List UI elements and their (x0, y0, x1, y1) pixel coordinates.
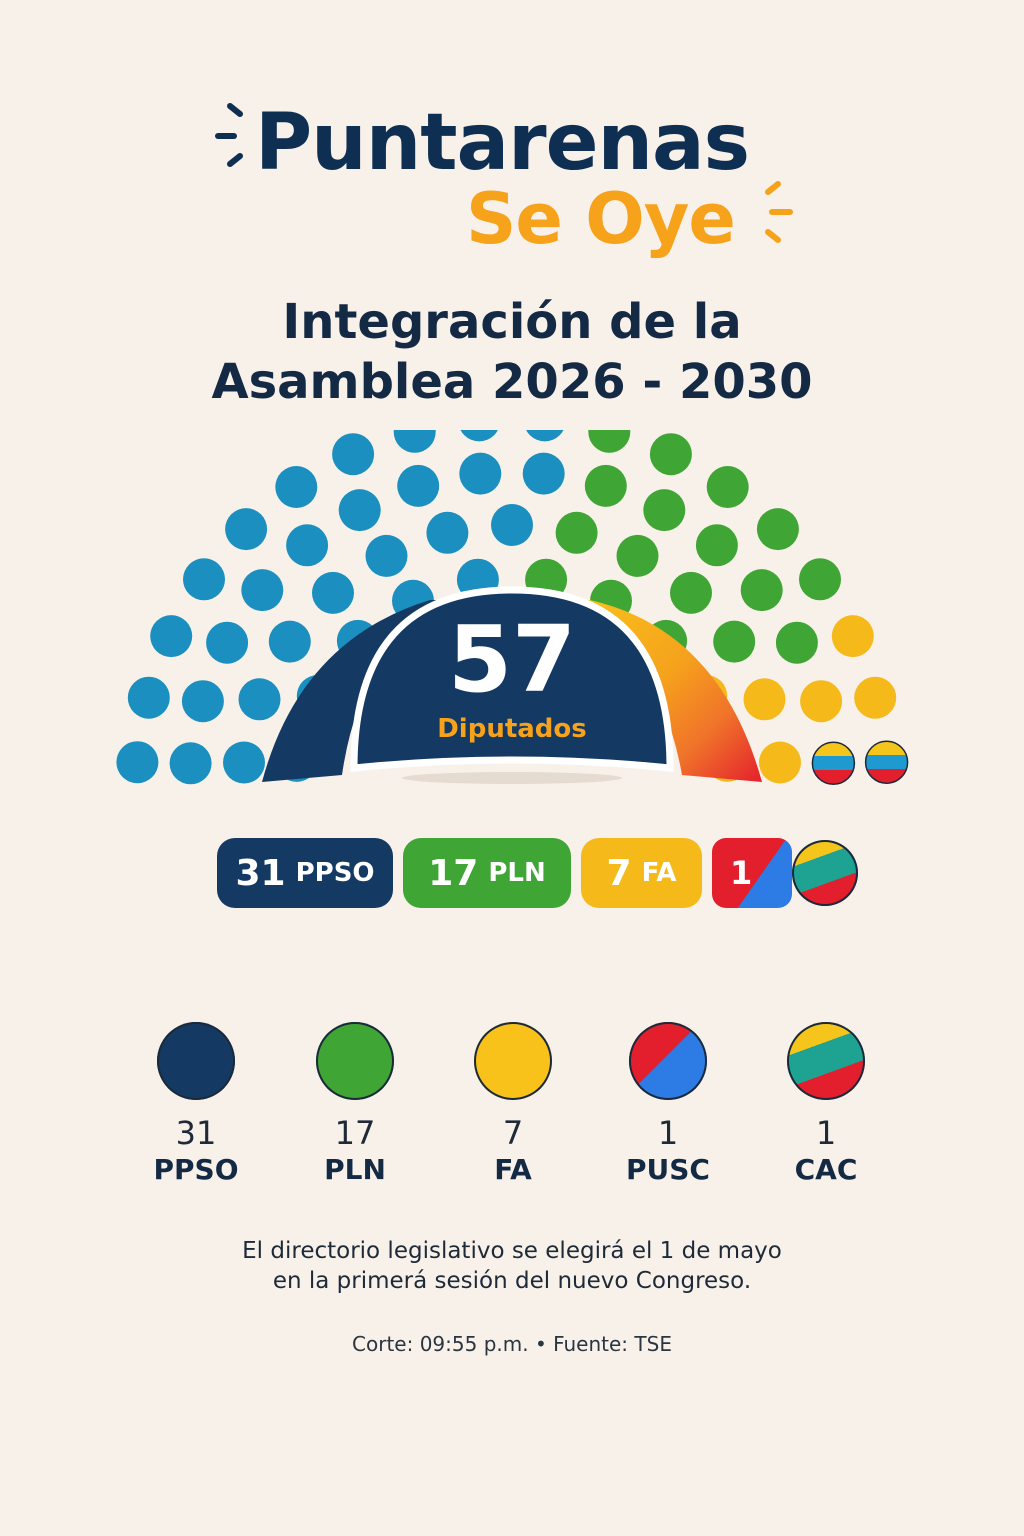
seat-ppso (183, 558, 225, 601)
pill-fa-count: 7 (606, 852, 632, 894)
seat-ppso (206, 621, 249, 664)
legend-item-fa: 7 FA (433, 1022, 593, 1188)
seat-fa (743, 678, 786, 721)
seat-pln (706, 466, 749, 508)
legend-party-ppso: PPSO (153, 1153, 239, 1186)
seat-pusc (811, 741, 856, 786)
pill-ppso-count: 31 (235, 852, 286, 894)
pill-pln-count: 17 (428, 852, 479, 894)
seat-pln (643, 489, 686, 532)
total-seats-label: Diputados (437, 714, 587, 744)
seat-pln (670, 571, 712, 614)
seat-pln (584, 464, 627, 507)
legend-dot-cac (787, 1022, 865, 1100)
seat-cac (864, 740, 909, 784)
seat-pln (775, 621, 818, 664)
seat-ppso (491, 504, 533, 546)
legend-party-pln: PLN (324, 1153, 386, 1186)
seat-ppso (393, 430, 436, 453)
parliament-chart (116, 430, 909, 786)
seat-pln (695, 524, 738, 567)
legend-party-cac: CAC (794, 1153, 858, 1186)
note-text: El directorio legislativo se elegirá el … (0, 1236, 1024, 1296)
seat-ppso (116, 741, 159, 784)
seat-pln (588, 430, 631, 453)
seat-pln (799, 558, 841, 601)
seat-fa (800, 680, 843, 723)
seat-fa (854, 676, 897, 719)
right-sound-rays-icon (765, 181, 793, 243)
seat-fa (831, 615, 874, 658)
pill-fa: 7 FA (581, 838, 702, 908)
seat-ppso (397, 464, 440, 507)
legend-item-ppso: 31 PPSO (116, 1022, 276, 1188)
legend-party-pusc: PUSC (626, 1153, 710, 1186)
pill-fa-label: FA (641, 858, 677, 888)
seat-pln (756, 508, 799, 551)
seat-ppso (460, 430, 498, 442)
seat-ppso (268, 620, 311, 663)
seat-ppso (238, 678, 281, 721)
note-line2: en la primerá sesión del nuevo Congreso. (272, 1268, 752, 1294)
center-dome (350, 586, 674, 772)
legend-item-pusc: 1 PUSC (588, 1022, 748, 1188)
seat-ppso (459, 452, 502, 495)
seat-ppso (338, 489, 381, 532)
seat-pln (740, 569, 783, 612)
seat-ppso (426, 511, 469, 554)
ppso-arc-band (262, 600, 445, 782)
legend-dot-ppso (157, 1022, 235, 1100)
legend-dot-pln (316, 1022, 394, 1100)
seat-ppso (150, 615, 193, 658)
pill-pln-label: PLN (488, 858, 546, 888)
dome-shadow (402, 772, 622, 784)
total-seats-number: 57 (447, 606, 577, 713)
seat-ppso (225, 508, 268, 551)
seat-ppso (127, 676, 170, 719)
legend-dot-pusc (629, 1022, 707, 1100)
seat-ppso (312, 571, 354, 614)
seat-ppso (286, 524, 329, 567)
brand-line2: Se Oye (466, 178, 736, 260)
seat-ppso (241, 569, 284, 612)
legend-count-cac: 1 (815, 1114, 837, 1152)
seat-pln (713, 620, 756, 663)
seat-pln (555, 511, 598, 554)
seat-ppso (275, 466, 318, 508)
legend-count-pln: 17 (334, 1114, 376, 1152)
pill-pusc-count: 1 (730, 854, 753, 892)
seat-pln (649, 433, 692, 476)
source-text: Corte: 09:55 p.m. • Fuente: TSE (352, 1332, 672, 1356)
legend-item-pln: 17 PLN (275, 1022, 435, 1188)
legend-item-cac: 1 CAC (746, 1022, 906, 1188)
pill-cac-badge (792, 840, 858, 906)
note-line1: El directorio legislativo se elegirá el … (242, 1238, 782, 1264)
pill-ppso-label: PPSO (295, 858, 375, 888)
seat-ppso (526, 430, 564, 442)
seat-pln (616, 534, 659, 577)
warm-arc-band (575, 600, 762, 782)
brand-logo: Puntarenas Se Oye (0, 90, 1024, 280)
left-sound-rays-icon (215, 103, 243, 167)
brand-line1: Puntarenas (255, 98, 750, 188)
legend-party-fa: FA (494, 1153, 532, 1186)
pill-pln: 17 PLN (403, 838, 571, 908)
legend-count-pusc: 1 (657, 1114, 679, 1152)
legend-dot-fa (474, 1022, 552, 1100)
seat-ppso (332, 433, 375, 476)
pill-pusc: 1 (712, 838, 792, 908)
title-line2: Asamblea 2026 - 2030 (211, 354, 813, 410)
legend-count-fa: 7 (502, 1114, 524, 1152)
seat-ppso (223, 741, 265, 784)
seat-ppso (522, 452, 565, 495)
pill-ppso: 31 PPSO (217, 838, 393, 908)
seat-fa (759, 741, 801, 784)
seat-ppso (181, 680, 224, 723)
seat-ppso (365, 534, 408, 577)
title-line1: Integración de la (282, 294, 742, 350)
seat-ppso (169, 742, 212, 785)
legend-count-ppso: 31 (175, 1114, 217, 1152)
page-title: Integración de la Asamblea 2026 - 2030 (0, 292, 1024, 412)
